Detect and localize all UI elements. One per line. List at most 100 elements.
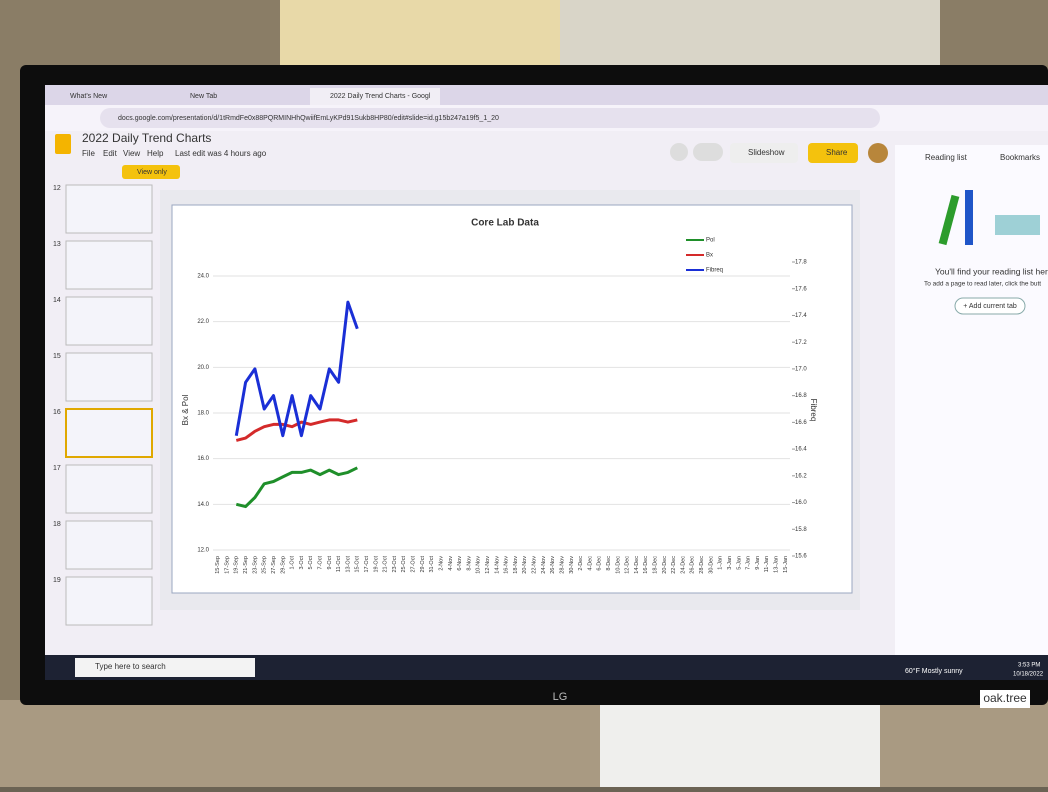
x-tick-label: 7-Oct bbox=[317, 556, 323, 570]
reading-tab[interactable]: Reading list bbox=[925, 153, 968, 162]
slideshow: Slideshow bbox=[748, 148, 785, 157]
x-tick-label: 1-Oct bbox=[290, 556, 296, 570]
legend-label: Pol bbox=[706, 238, 715, 244]
x-tick-label: 23-Oct bbox=[392, 556, 398, 573]
y2-tick-label: 17.8 bbox=[795, 260, 807, 266]
slide-number: 19 bbox=[53, 577, 61, 584]
paper bbox=[600, 705, 880, 787]
y2-tick-label: 16.0 bbox=[795, 500, 807, 506]
y2-tick-label: 16.8 bbox=[795, 393, 807, 399]
x-tick-label: 4-Nov bbox=[448, 556, 454, 571]
y2-tick-label: 17.6 bbox=[795, 286, 807, 292]
meet-button[interactable] bbox=[693, 143, 723, 161]
legend-label: Bx bbox=[706, 253, 713, 259]
x-tick-label: 4-Dec bbox=[587, 556, 593, 571]
time: 3:53 PM bbox=[1018, 663, 1040, 669]
x-tick-label: 15-Oct bbox=[355, 556, 361, 573]
slide-thumbnail[interactable] bbox=[66, 577, 152, 625]
x-tick-label: 1-Jan bbox=[718, 556, 724, 570]
wall bbox=[560, 0, 940, 70]
tab-title[interactable]: New Tab bbox=[190, 93, 217, 100]
slides-logo bbox=[55, 134, 71, 154]
slide-thumbnail[interactable] bbox=[66, 409, 152, 457]
y-axis-title: Bx & Pol bbox=[181, 394, 190, 425]
desk bbox=[0, 700, 1048, 787]
slide-number: 12 bbox=[53, 185, 61, 192]
y-tick-label: 24.0 bbox=[197, 274, 209, 280]
x-tick-label: 10-Dec bbox=[615, 556, 621, 574]
x-tick-label: 28-Nov bbox=[559, 556, 565, 574]
x-tick-label: 30-Dec bbox=[708, 556, 714, 574]
book-icon bbox=[995, 215, 1040, 235]
slide-thumbnail[interactable] bbox=[66, 465, 152, 513]
x-tick-label: 23-Sep bbox=[252, 556, 258, 574]
reading-heading: You'll find your reading list here bbox=[935, 266, 1048, 276]
x-tick-label: 11-Oct bbox=[336, 556, 342, 573]
x-tick-label: 17-Sep bbox=[224, 556, 230, 574]
x-tick-label: 20-Dec bbox=[662, 556, 668, 574]
x-tick-label: 14-Dec bbox=[634, 556, 640, 574]
slide-thumbnail[interactable] bbox=[66, 297, 152, 345]
x-tick-label: 17-Oct bbox=[364, 556, 370, 573]
x-tick-label: 16-Dec bbox=[643, 556, 649, 574]
url: docs.google.com/presentation/d/1tRmdFe0x… bbox=[118, 115, 499, 122]
y2-axis-title: Fibreq bbox=[809, 399, 818, 422]
slide-thumbnail[interactable] bbox=[66, 185, 152, 233]
slide-thumbnail[interactable] bbox=[66, 241, 152, 289]
slide-thumbnail[interactable] bbox=[66, 353, 152, 401]
y-tick-label: 22.0 bbox=[197, 319, 209, 325]
tab-title[interactable]: 2022 Daily Trend Charts - Googl bbox=[330, 93, 431, 100]
x-tick-label: 31-Oct bbox=[429, 556, 435, 573]
x-tick-label: 21-Sep bbox=[243, 556, 249, 574]
search-text[interactable]: Type here to search bbox=[95, 662, 166, 671]
photo: LG oak.tree What's NewNew Tab2022 Daily … bbox=[0, 0, 1048, 787]
y2-tick-label: 17.2 bbox=[795, 340, 807, 346]
x-tick-label: 13-Oct bbox=[345, 556, 351, 573]
x-tick-label: 26-Dec bbox=[690, 556, 696, 574]
slide-number: 15 bbox=[53, 353, 61, 360]
x-tick-label: 8-Dec bbox=[606, 556, 612, 571]
y-tick-label: 14.0 bbox=[197, 502, 209, 508]
menu-item[interactable]: Help bbox=[147, 149, 164, 158]
x-tick-label: 21-Oct bbox=[383, 556, 389, 573]
share: Share bbox=[826, 148, 848, 157]
x-tick-label: 20-Nov bbox=[522, 556, 528, 574]
view-only: View only bbox=[137, 169, 167, 176]
chart-title: Core Lab Data bbox=[471, 218, 539, 229]
menu-item[interactable]: Edit bbox=[103, 149, 118, 158]
last-edit: Last edit was 4 hours ago bbox=[175, 149, 267, 158]
menu-item[interactable]: File bbox=[82, 149, 95, 158]
x-tick-label: 22-Nov bbox=[532, 556, 538, 574]
add-tab[interactable]: + Add current tab bbox=[963, 303, 1017, 310]
x-tick-label: 12-Nov bbox=[485, 556, 491, 574]
slide-thumbnail[interactable] bbox=[66, 521, 152, 569]
tab-title[interactable]: What's New bbox=[70, 93, 108, 100]
x-tick-label: 18-Nov bbox=[513, 556, 519, 574]
x-tick-label: 9-Oct bbox=[327, 556, 333, 570]
x-tick-label: 29-Oct bbox=[420, 556, 426, 573]
y-tick-label: 12.0 bbox=[197, 548, 209, 554]
y-tick-label: 20.0 bbox=[197, 365, 209, 371]
x-tick-label: 14-Nov bbox=[494, 556, 500, 574]
x-tick-label: 27-Oct bbox=[411, 556, 417, 573]
x-tick-label: 5-Jan bbox=[736, 556, 742, 570]
y2-tick-label: 15.8 bbox=[795, 527, 807, 533]
x-tick-label: 25-Sep bbox=[262, 556, 268, 574]
menu-item[interactable]: View bbox=[123, 149, 140, 158]
bookmarks-tab[interactable]: Bookmarks bbox=[1000, 153, 1040, 162]
activity-button[interactable] bbox=[670, 143, 688, 161]
y2-tick-label: 17.0 bbox=[795, 366, 807, 372]
book-icon bbox=[965, 190, 973, 245]
avatar[interactable] bbox=[868, 143, 888, 163]
legend-label: Fibreq bbox=[706, 268, 723, 274]
x-tick-label: 19-Sep bbox=[234, 556, 240, 574]
x-tick-label: 24-Nov bbox=[541, 556, 547, 574]
page: LG oak.tree What's NewNew Tab2022 Daily … bbox=[0, 0, 1048, 787]
y2-tick-label: 15.6 bbox=[795, 554, 807, 560]
x-tick-label: 27-Sep bbox=[271, 556, 277, 574]
x-tick-label: 8-Nov bbox=[466, 556, 472, 571]
monitor-brand: LG bbox=[553, 691, 568, 703]
slide-number: 13 bbox=[53, 241, 61, 248]
weather: 60°F Mostly sunny bbox=[905, 667, 963, 675]
y-tick-label: 16.0 bbox=[197, 456, 209, 462]
